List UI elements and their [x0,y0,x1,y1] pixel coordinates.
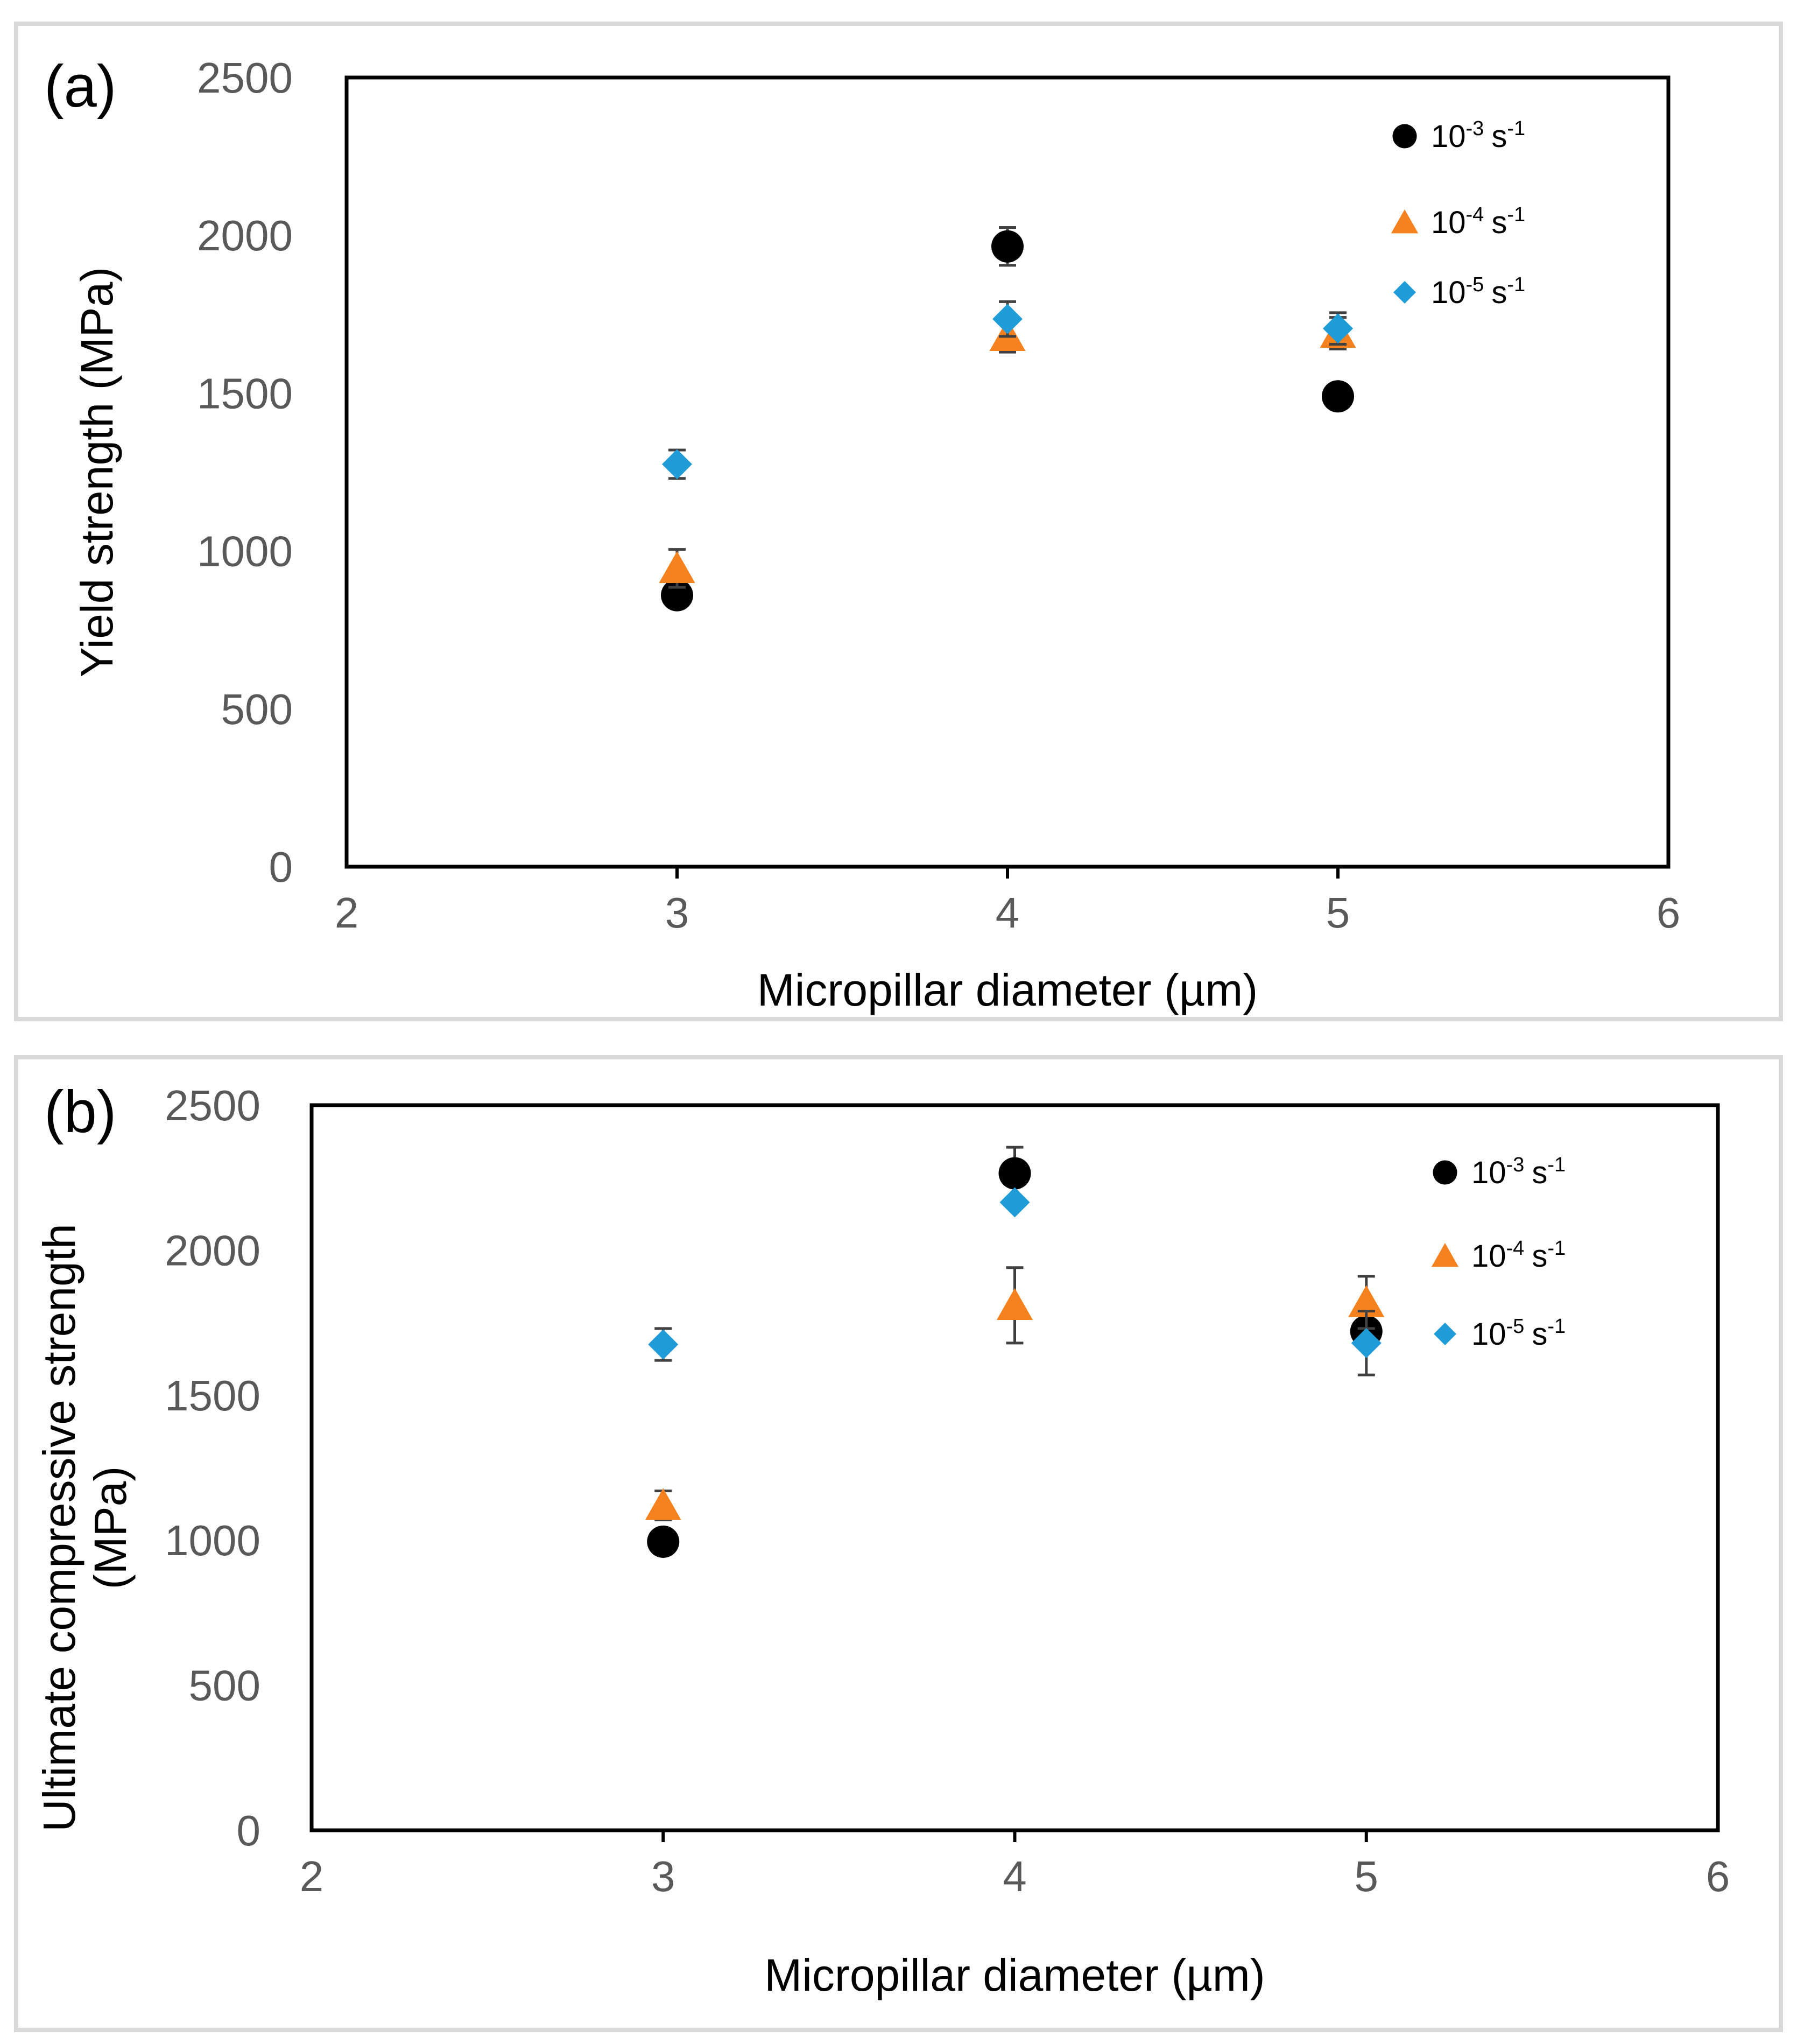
legend-label: 10-5 s-1 [1471,1315,1566,1352]
legend-label-part: -1 [1507,273,1525,296]
legend-label: 10-3 s-1 [1431,117,1525,154]
data-point-diamond [1323,313,1353,344]
legend-label-part: s [1532,1239,1547,1274]
legend-label-part: 10 [1471,1155,1506,1190]
legend-label-part: 10 [1431,119,1466,154]
legend-label-part: 10 [1471,1239,1506,1274]
legend-label: 10-4 s-1 [1471,1237,1566,1274]
y-tick-label: 0 [237,1807,261,1855]
legend-label-part: -1 [1547,1315,1566,1338]
y-axis-label: Ultimate compressive strength (MPa) [34,1224,136,1832]
legend-label-part: -3 [1466,117,1484,140]
plot-area-frame [344,75,1671,869]
y-axis-label-line: (MPa) [85,1466,136,1590]
legend-marker-triangle [1431,1243,1459,1267]
legend-label-part: -1 [1547,1237,1566,1260]
legend-label: 10-5 s-1 [1431,273,1525,310]
chart-a-svg: (a) 2 3 4 5 6 0 500 1000 1500 2000 2500 Micropillar … [44,53,1681,1015]
series-circle [661,226,1354,612]
legend-label: 10-3 s-1 [1471,1154,1566,1190]
data-point-diamond [999,1187,1030,1218]
x-tick-label: 5 [1326,889,1350,937]
series-triangle [645,1266,1385,1521]
y-tick-label: 2500 [165,1081,260,1129]
series-triangle [659,315,1356,589]
data-point-triangle [1348,1285,1385,1317]
data-point-diamond [1351,1327,1382,1358]
legend-label-part: s [1532,1317,1547,1352]
legend-label-part: -4 [1506,1237,1525,1260]
x-tick-label: 2 [335,889,359,937]
legend-marker-triangle [1391,209,1419,234]
legend: 10-3 s-110-4 s-110-5 s-1 [1391,117,1525,310]
panel-label: (b) [44,1079,116,1145]
y-tick-label: 500 [189,1662,260,1710]
chart-panel-a: (a) 2 3 4 5 6 0 500 1000 1500 2000 2500 Micropillar … [14,22,1783,1021]
y-tick-label: 1500 [197,369,293,417]
data-point-triangle [645,1488,681,1520]
legend-label-part: 10 [1431,275,1466,310]
x-tick-label: 5 [1355,1852,1379,1900]
data-point-circle [647,1525,680,1558]
y-tick-label: 2000 [197,212,293,259]
y-tick-label: 0 [269,843,293,891]
data-point-triangle [996,1288,1033,1320]
data-point-circle [998,1157,1031,1190]
y-tick-label: 1500 [165,1372,260,1420]
y-tick-label: 500 [221,685,293,733]
x-axis-label: Micropillar diameter (µm) [764,1950,1265,2000]
legend-label-part: -4 [1466,203,1484,226]
x-tick-label: 3 [665,889,689,937]
legend-marker-diamond [1393,281,1416,304]
legend: 10-3 s-110-4 s-110-5 s-1 [1431,1154,1566,1352]
x-tick-label: 6 [1657,889,1681,937]
data-point-circle [991,230,1024,263]
data-point-diamond [648,1329,679,1360]
legend-label-part: -1 [1507,203,1525,226]
legend-marker-circle [1392,124,1417,149]
chart-panel-b: (b) 2 3 4 5 6 0 500 1000 1500 2000 2500 Micropillar … [14,1055,1783,2032]
legend-label-part: -1 [1507,117,1525,140]
x-axis-label: Micropillar diameter (µm) [757,965,1258,1015]
legend-label-part: s [1491,205,1507,240]
data-point-diamond [992,304,1023,334]
legend-label-part: -3 [1506,1154,1525,1176]
chart-b-svg: (b) 2 3 4 5 6 0 500 1000 1500 2000 2500 Micropillar … [34,1079,1730,2000]
legend-label-part: -5 [1506,1315,1525,1338]
x-tick-label: 6 [1706,1852,1730,1900]
y-tick-label: 2000 [165,1226,260,1274]
data-point-triangle [659,551,695,584]
legend-label-part: -1 [1547,1154,1566,1176]
panel-label: (a) [44,53,116,120]
x-tick-label: 4 [1003,1852,1027,1900]
legend-label-part: s [1491,119,1507,154]
legend-label-part: 10 [1431,205,1466,240]
data-point-circle [1322,380,1354,413]
series-diamond [662,300,1353,480]
y-axis-label-line: Ultimate compressive strength [34,1224,84,1832]
series-diamond [648,1187,1382,1376]
x-tick-label: 2 [300,1852,324,1900]
y-tick-label: 1000 [165,1516,260,1564]
x-tick-label: 3 [651,1852,675,1900]
y-tick-label: 2500 [197,54,293,102]
legend-label-part: s [1491,275,1507,310]
legend-marker-diamond [1434,1323,1456,1345]
x-tick-label: 4 [996,889,1020,937]
legend-label-part: -5 [1466,273,1484,296]
y-axis-label: Yield strength (MPa) [72,267,122,678]
legend-marker-circle [1433,1160,1457,1185]
legend-label-part: s [1532,1155,1547,1190]
data-point-diamond [662,449,692,480]
y-tick-label: 1000 [197,528,293,575]
legend-label-part: 10 [1471,1317,1506,1352]
legend-label: 10-4 s-1 [1431,203,1525,240]
